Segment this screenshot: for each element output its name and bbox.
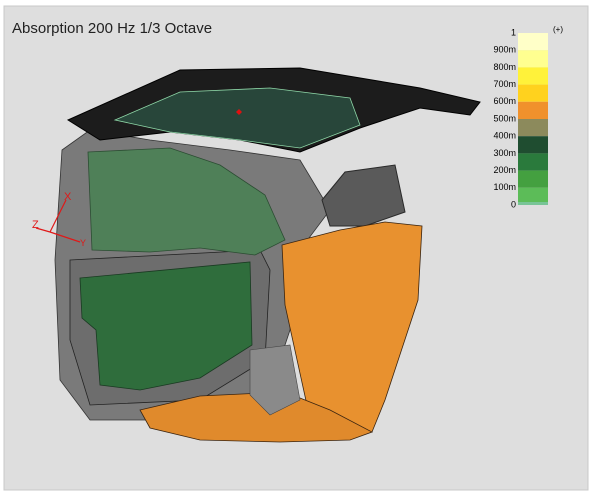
axis-z	[35, 227, 51, 233]
headrest	[321, 164, 406, 227]
legend-swatch	[518, 136, 548, 154]
axis-triad	[35, 199, 81, 243]
axis-y-label: Y	[80, 238, 86, 248]
legend-label: 1	[511, 27, 516, 37]
legend-swatch	[518, 187, 548, 205]
legend-label: 0	[511, 199, 516, 209]
seat-cushion	[139, 391, 373, 443]
legend: (+) 1 900m 800m 700m 600m 500m 400m 300m 200m 100…	[493, 25, 563, 209]
legend-label: 500m	[493, 113, 516, 123]
seat-back	[281, 221, 423, 433]
legend-label: 400m	[493, 131, 516, 141]
seat-gap	[249, 344, 301, 416]
legend-swatch	[518, 84, 548, 102]
legend-overflow: (+)	[553, 25, 563, 34]
roof-absorber	[113, 87, 361, 149]
legend-swatch	[518, 153, 548, 171]
legend-swatch	[518, 202, 548, 205]
legend-swatch	[518, 67, 548, 85]
legend-label: 200m	[493, 165, 516, 175]
legend-swatch	[518, 119, 548, 137]
legend-label: 700m	[493, 79, 516, 89]
window-panel	[87, 147, 286, 256]
model	[54, 67, 481, 443]
legend-swatch	[518, 101, 548, 119]
legend-label: 300m	[493, 148, 516, 158]
axis-x	[49, 199, 67, 233]
title: Absorption 200 Hz 1/3 Octave	[12, 20, 212, 37]
legend-swatch	[518, 50, 548, 68]
legend-label: 600m	[493, 96, 516, 106]
legend-swatch	[518, 33, 548, 51]
legend-swatch	[518, 170, 548, 188]
axis-z-label: Z	[32, 219, 39, 231]
axis-y	[49, 231, 81, 243]
axis-x-label: X	[64, 191, 72, 203]
legend-label: 800m	[493, 62, 516, 72]
door-absorber	[79, 261, 253, 391]
marker	[236, 109, 242, 115]
legend-label: 900m	[493, 45, 516, 55]
legend-label: 100m	[493, 182, 516, 192]
